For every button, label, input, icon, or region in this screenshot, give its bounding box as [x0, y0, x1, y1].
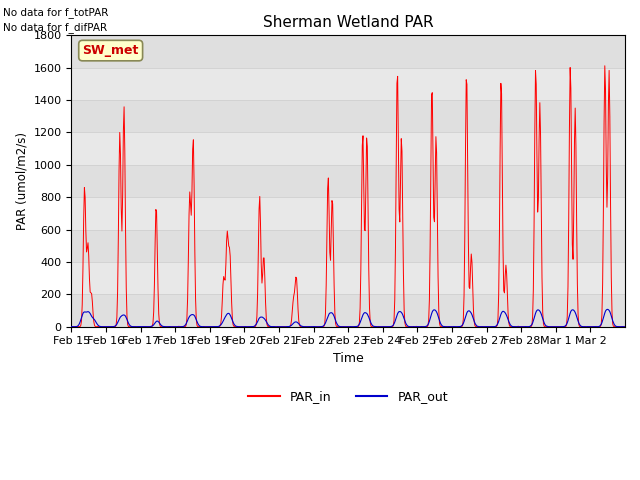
- PAR_out: [106, 324, 113, 330]
- Line: PAR_in: PAR_in: [72, 66, 625, 327]
- Line: PAR_out: PAR_out: [72, 310, 625, 327]
- Bar: [72, 165, 625, 197]
- Bar: [72, 262, 625, 294]
- PAR_out: [604, 307, 611, 312]
- Bar: [72, 100, 625, 132]
- PAR_in: [601, 63, 609, 69]
- PAR_out: [262, 319, 270, 324]
- PAR_out: [133, 324, 141, 330]
- Bar: [72, 36, 625, 68]
- PAR_in: [132, 324, 140, 330]
- PAR_in: [614, 324, 621, 330]
- PAR_out: [621, 324, 629, 330]
- PAR_in: [262, 300, 269, 305]
- PAR_out: [406, 324, 413, 330]
- Bar: [72, 197, 625, 229]
- PAR_out: [437, 321, 445, 327]
- PAR_in: [405, 324, 413, 329]
- PAR_out: [284, 324, 291, 329]
- PAR_out: [235, 324, 243, 330]
- PAR_in: [68, 324, 76, 330]
- PAR_out: [68, 324, 76, 329]
- Text: SW_met: SW_met: [83, 44, 139, 57]
- Bar: [72, 229, 625, 262]
- Bar: [72, 294, 625, 327]
- Text: No data for f_difPAR: No data for f_difPAR: [3, 22, 108, 33]
- X-axis label: Time: Time: [333, 352, 364, 365]
- Y-axis label: PAR (umol/m2/s): PAR (umol/m2/s): [15, 132, 28, 230]
- PAR_in: [621, 324, 629, 330]
- Text: No data for f_totPAR: No data for f_totPAR: [3, 7, 109, 18]
- PAR_in: [436, 324, 444, 329]
- Title: Sherman Wetland PAR: Sherman Wetland PAR: [263, 15, 433, 30]
- Bar: [72, 68, 625, 100]
- PAR_in: [283, 324, 291, 329]
- Bar: [72, 132, 625, 165]
- Legend: PAR_in, PAR_out: PAR_in, PAR_out: [243, 385, 453, 408]
- PAR_in: [234, 324, 242, 330]
